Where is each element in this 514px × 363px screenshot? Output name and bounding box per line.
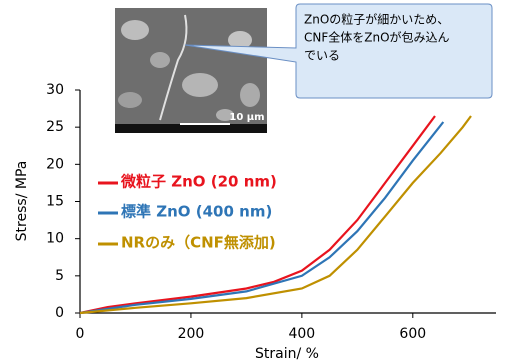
callout-text: CNF全体をZnOが包み込ん	[304, 30, 450, 45]
x-tick-label: 200	[178, 326, 205, 342]
callout-text: でいる	[304, 49, 340, 63]
y-tick-label: 15	[46, 194, 64, 210]
legend-label: 標準 ZnO (400 nm)	[121, 203, 272, 221]
y-tick-label: 20	[46, 156, 64, 172]
legend-label: 微粒子 ZnO (20 nm)	[120, 173, 277, 191]
scale-label: 10 μm	[229, 112, 264, 123]
chart: 10 μm Stress/ MPa Strain/ % 0 5 10 15 20 25 30…	[0, 0, 514, 363]
callout-text: ZnOの粒子が細かいため、	[304, 12, 449, 27]
y-tick-label: 0	[55, 305, 64, 321]
page: {"chart_data": {"type": "line", "xlabel"…	[0, 0, 514, 363]
y-tick-label: 10	[46, 231, 64, 247]
x-tick-label: 400	[288, 326, 315, 342]
legend-label: NRのみ（CNF無添加)	[121, 234, 276, 252]
y-tick-label: 25	[46, 119, 64, 135]
y-tick-label: 5	[55, 268, 64, 284]
x-tick-label: 0	[76, 326, 85, 342]
x-axis-title: Strain/ %	[255, 346, 319, 362]
y-tick-label: 30	[46, 82, 64, 98]
sem-image: 10 μm	[115, 8, 267, 133]
x-tick-label: 600	[399, 326, 426, 342]
y-axis-title: Stress/ MPa	[14, 161, 30, 242]
